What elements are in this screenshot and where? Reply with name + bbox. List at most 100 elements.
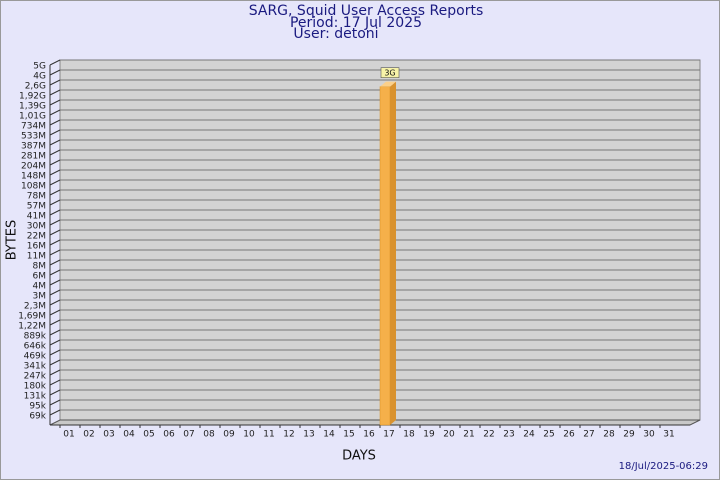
y-tick-label: 180k	[24, 382, 47, 392]
x-tick-label: 19	[423, 430, 435, 440]
x-tick-label: 15	[343, 430, 354, 440]
tick-mark	[49, 399, 61, 406]
x-tick-label: 05	[143, 430, 154, 440]
y-tick-label: 30M	[27, 222, 46, 232]
tick-mark	[49, 379, 61, 386]
x-tick-label: 26	[563, 430, 575, 440]
x-tick-label: 18	[403, 430, 415, 440]
y-tick-label: 646k	[24, 342, 47, 352]
y-tick-label: 22M	[27, 232, 46, 242]
bar-side	[390, 81, 396, 425]
x-tick-label: 22	[483, 430, 494, 440]
bar-top	[380, 81, 396, 87]
tick-mark	[49, 139, 61, 146]
tick-mark	[49, 179, 61, 186]
y-tick-label: 8M	[33, 262, 47, 272]
x-tick-label: 03	[103, 430, 114, 440]
tick-mark	[49, 259, 61, 266]
tick-mark	[49, 169, 61, 176]
y-tick-label: 148M	[21, 172, 46, 182]
x-tick-label: 29	[623, 430, 635, 440]
x-tick-label: 31	[663, 430, 674, 440]
tick-mark	[49, 369, 61, 376]
value-label: 3G	[384, 69, 395, 78]
tick-mark	[49, 389, 61, 396]
tick-mark	[49, 279, 61, 286]
y-tick-label: 131k	[24, 392, 47, 402]
tick-mark	[49, 339, 61, 346]
tick-mark	[49, 199, 61, 206]
tick-mark	[49, 209, 61, 216]
x-tick-label: 25	[543, 430, 554, 440]
y-tick-label: 41M	[27, 212, 46, 222]
tick-mark	[49, 89, 61, 96]
tick-mark	[49, 359, 61, 366]
y-axis-title: BYTES	[5, 220, 20, 261]
tick-mark	[49, 129, 61, 136]
x-tick-label: 13	[303, 430, 314, 440]
x-tick-label: 09	[223, 430, 235, 440]
y-tick-label: 341k	[24, 362, 47, 372]
tick-mark	[49, 69, 61, 76]
tick-mark	[49, 239, 61, 246]
tick-mark	[49, 329, 61, 336]
tick-mark	[49, 119, 61, 126]
x-tick-label: 20	[443, 430, 455, 440]
tick-mark	[49, 289, 61, 296]
x-tick-label: 30	[643, 430, 655, 440]
x-tick-label: 27	[583, 430, 594, 440]
x-tick-label: 17	[383, 430, 394, 440]
y-tick-label: 69k	[29, 412, 46, 422]
y-tick-label: 6M	[33, 272, 47, 282]
tick-mark	[49, 149, 61, 156]
chart-title: SARG, Squid User Access Reports	[249, 3, 484, 19]
tick-mark	[49, 219, 61, 226]
y-tick-label: 1,92G	[19, 92, 46, 102]
x-tick-label: 28	[603, 430, 615, 440]
y-tick-label: 1,22M	[18, 322, 46, 332]
y-tick-label: 95k	[29, 402, 46, 412]
y-tick-label: 204M	[21, 162, 46, 172]
x-tick-label: 14	[323, 430, 335, 440]
y-tick-label: 5G	[33, 62, 46, 72]
tick-mark	[49, 269, 61, 276]
x-tick-label: 11	[263, 430, 274, 440]
y-tick-label: 108M	[21, 182, 46, 192]
tick-mark	[49, 309, 61, 316]
x-tick-label: 23	[503, 430, 514, 440]
y-tick-label: 1,01G	[19, 112, 46, 122]
y-tick-label: 281M	[21, 152, 46, 162]
y-tick-label: 78M	[27, 192, 46, 202]
tick-mark	[49, 319, 61, 326]
tick-mark	[49, 79, 61, 86]
y-tick-label: 734M	[21, 122, 46, 132]
y-tick-label: 1,69M	[18, 312, 46, 322]
x-tick-label: 16	[363, 430, 375, 440]
tick-mark	[49, 109, 61, 116]
x-tick-label: 10	[243, 430, 255, 440]
y-tick-label: 247k	[24, 372, 47, 382]
y-tick-label: 4G	[33, 72, 46, 82]
x-tick-label: 06	[163, 430, 175, 440]
tick-mark	[49, 409, 61, 416]
y-tick-label: 57M	[27, 202, 46, 212]
y-tick-label: 2,6G	[25, 82, 46, 92]
y-tick-label: 16M	[27, 242, 46, 252]
y-tick-label: 1,39G	[19, 102, 46, 112]
y-tick-label: 4M	[33, 282, 47, 292]
x-tick-label: 08	[203, 430, 215, 440]
x-tick-label: 02	[83, 430, 94, 440]
y-tick-label: 533M	[21, 132, 46, 142]
tick-mark	[49, 59, 61, 66]
tick-mark	[49, 159, 61, 166]
footer-date: 18/Jul/2025-06:29	[619, 461, 708, 472]
tick-mark	[49, 249, 61, 256]
tick-mark	[49, 229, 61, 236]
x-axis-title: DAYS	[342, 449, 376, 464]
tick-mark	[49, 349, 61, 356]
tick-mark	[49, 299, 61, 306]
y-tick-label: 889k	[24, 332, 47, 342]
x-tick-label: 24	[523, 430, 535, 440]
x-tick-label: 12	[283, 430, 294, 440]
